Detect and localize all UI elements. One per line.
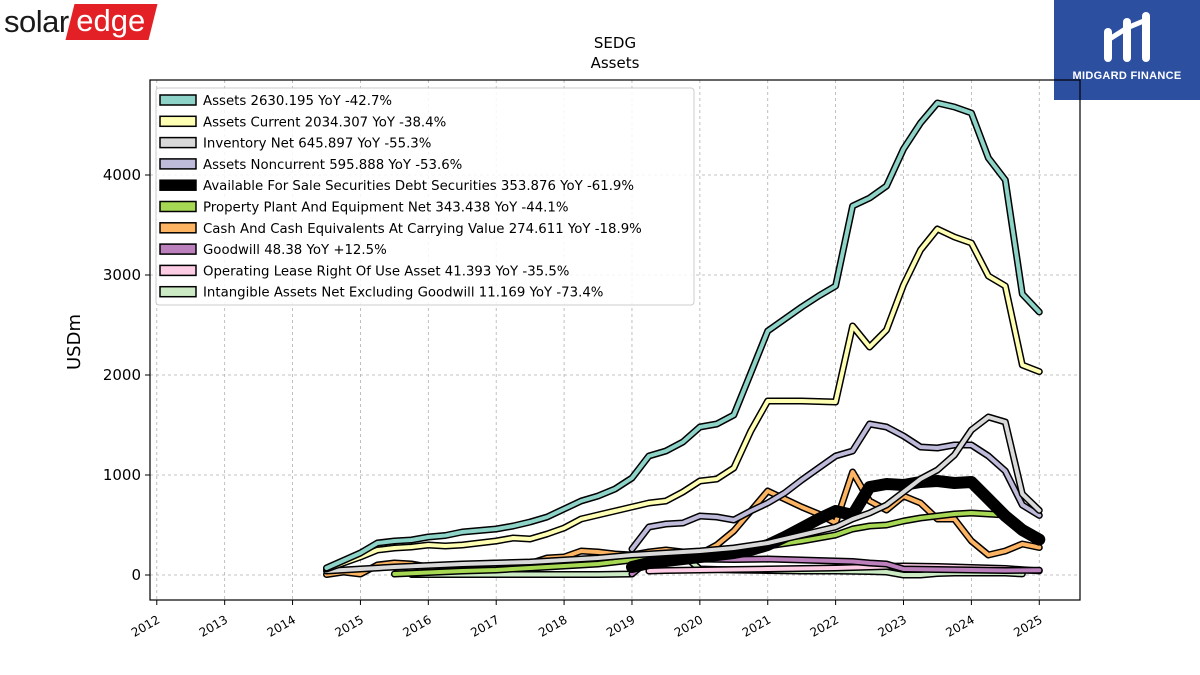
legend-label: Assets Noncurrent 595.888 YoY -53.6% [203,158,462,173]
legend-label: Available For Sale Securities Debt Secur… [203,179,634,194]
x-tick-label: 2018 [536,612,569,639]
legend-item: Property Plant And Equipment Net 343.438… [159,200,568,216]
y-tick-label: 4000 [103,166,141,184]
legend-item: Intangible Assets Net Excluding Goodwill… [159,285,603,301]
x-tick-label: 2017 [468,612,501,639]
legend-item: Assets Current 2034.307 YoY -38.4% [159,115,446,130]
logo-text-solar: solar [4,4,69,39]
legend-swatch [159,264,197,277]
legend-label: Assets Current 2034.307 YoY -38.4% [203,115,446,130]
legend-label: Goodwill 48.38 YoY +12.5% [203,243,387,258]
x-tick-label: 2012 [129,612,162,639]
series-line [626,475,1046,573]
legend-label: Intangible Assets Net Excluding Goodwill… [203,286,603,301]
x-tick-label: 2023 [876,612,909,639]
legend-swatch [159,285,197,298]
legend-item: Operating Lease Right Of Use Asset 41.39… [159,264,569,279]
legend-swatch [159,200,197,213]
legend-item: Inventory Net 645.897 YoY -55.3% [159,136,431,152]
series-line [323,225,1043,573]
midgard-mark-icon [1104,12,1150,62]
x-tick-label: 2016 [400,612,433,639]
y-tick-label: 2000 [103,366,141,384]
y-axis-label: USDm [64,314,85,370]
x-tick-label: 2015 [332,612,365,639]
legend-swatch [159,115,197,128]
legend-item: Available For Sale Securities Debt Secur… [159,179,634,194]
series-line [323,413,1043,575]
midgard-finance-logo: MIDGARD FINANCE [1054,0,1200,100]
series-line-stroke [392,511,1042,576]
chart-title: SEDG [594,34,636,52]
plot-frame [149,79,1081,601]
series-line-stroke [324,227,1042,571]
legend-swatch [159,158,197,170]
legend-swatch [159,94,197,106]
legend-swatch [159,243,197,255]
legend-swatch [159,179,197,191]
x-tick-label: 2025 [1011,612,1044,639]
series-line [390,509,1043,578]
legend-item: Assets 2630.195 YoY -42.7% [159,94,392,109]
y-tick-label: 1000 [103,466,141,484]
legend-box [155,87,695,306]
x-tick-label: 2021 [740,612,773,639]
chart-subtitle: Assets [591,54,640,72]
x-tick-label: 2022 [808,612,841,639]
y-tick-label: 3000 [103,266,141,284]
legend-label: Assets 2630.195 YoY -42.7% [203,94,392,109]
legend: Assets 2630.195 YoY -42.7% Assets Current… [155,87,695,306]
solaredge-logo: solar edge [4,3,158,40]
legend-label: Property Plant And Equipment Net 343.438… [203,201,568,216]
x-tick-label: 2020 [672,612,705,639]
legend-swatch [159,222,197,234]
series-line-stroke [630,422,1042,551]
midgard-brand-text: MIDGARD FINANCE [1072,70,1182,82]
series-lines [323,99,1046,579]
legend-item: Cash And Cash Equivalents At Carrying Va… [159,222,642,237]
legend-label: Operating Lease Right Of Use Asset 41.39… [203,264,569,279]
x-tick-label: 2019 [604,612,637,639]
x-tick-label: 2024 [943,612,976,639]
legend-label: Inventory Net 645.897 YoY -55.3% [203,137,431,152]
legend-label: Cash And Cash Equivalents At Carrying Va… [203,222,642,237]
x-tick-label: 2013 [197,612,230,639]
legend-item: Assets Noncurrent 595.888 YoY -53.6% [159,158,462,173]
y-tick-label: 0 [131,566,141,584]
x-tick-label: 2014 [265,612,298,639]
series-line-stroke [627,476,1044,572]
legend-swatch [159,136,197,149]
series-line-stroke [324,101,1042,570]
legend-item: Goodwill 48.38 YoY +12.5% [159,243,387,258]
series-line [323,99,1043,572]
series-line-stroke [324,415,1042,573]
series-line [628,420,1043,553]
